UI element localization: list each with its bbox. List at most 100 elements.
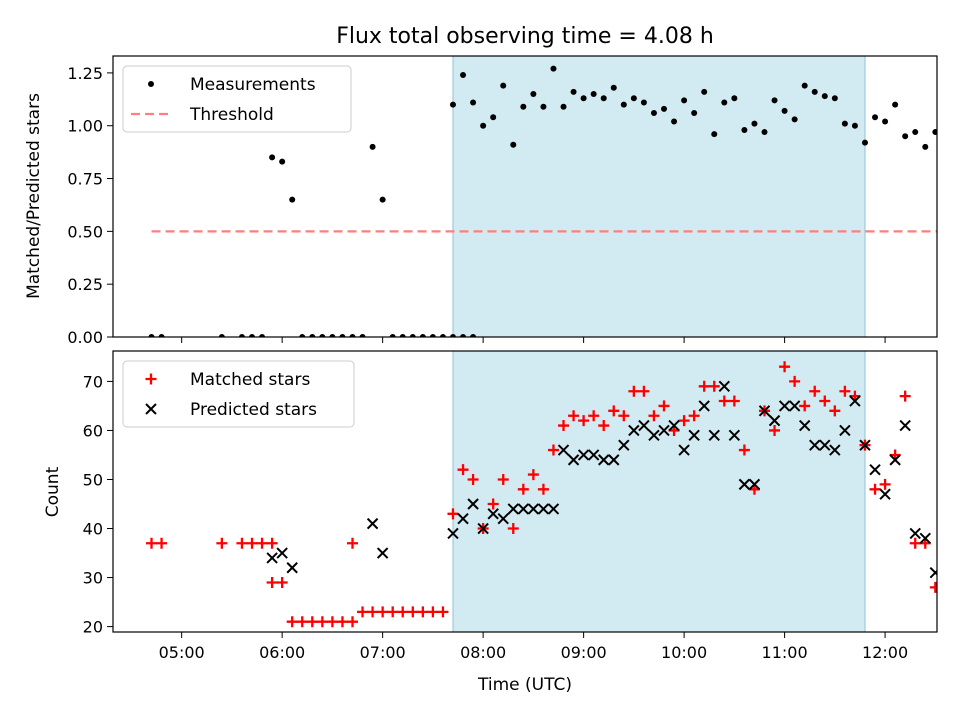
bottom-observing-window-span — [453, 351, 865, 632]
predicted-stars-point — [910, 528, 920, 538]
measurement-point — [751, 121, 757, 127]
matched-stars-point — [347, 538, 358, 549]
measurement-point — [591, 91, 597, 97]
x-tick-label: 08:00 — [460, 643, 506, 662]
bottom-y-tick-label: 20 — [83, 618, 103, 637]
matched-stars-point — [437, 606, 448, 617]
matched-stars-point — [297, 616, 308, 627]
bottom-y-axis-label: Count — [43, 466, 63, 517]
measurement-point — [279, 159, 285, 165]
measurement-point — [671, 118, 677, 124]
matched-stars-point — [427, 606, 438, 617]
matched-stars-point — [327, 616, 338, 627]
top-y-tick-label: 0.00 — [67, 328, 103, 347]
predicted-stars-point — [930, 568, 940, 578]
measurement-point — [792, 116, 798, 122]
measurement-point — [510, 142, 516, 148]
measurement-point — [701, 89, 707, 95]
measurement-point — [772, 97, 778, 103]
matched-stars-point — [277, 577, 288, 588]
top-y-tick-label: 1.00 — [67, 117, 103, 136]
measurement-point — [540, 104, 546, 110]
matched-stars-point — [146, 538, 157, 549]
measurement-point — [882, 118, 888, 124]
matched-stars-point — [267, 538, 278, 549]
measurement-point — [711, 131, 717, 137]
measurement-point — [380, 197, 386, 203]
top-y-axis-label: Matched/Predicted stars — [24, 93, 44, 299]
measurement-point — [822, 93, 828, 99]
measurement-point — [902, 133, 908, 139]
measurement-point — [731, 95, 737, 101]
matched-stars-point — [347, 616, 358, 627]
matched-stars-point — [287, 616, 298, 627]
measurement-point — [561, 104, 567, 110]
measurement-point — [782, 108, 788, 114]
measurement-point — [812, 89, 818, 95]
top-y-tick-label: 0.50 — [67, 222, 103, 241]
bottom-y-tick-label: 40 — [83, 520, 103, 539]
x-tick-label: 05:00 — [159, 643, 205, 662]
top-y-tick-label: 0.75 — [67, 170, 103, 189]
matched-stars-point — [357, 606, 368, 617]
measurement-point — [601, 95, 607, 101]
bottom-y-tick-label: 60 — [83, 421, 103, 440]
x-tick-label: 10:00 — [661, 643, 707, 662]
top-chart-title: Flux total observing time = 4.08 h — [336, 24, 714, 49]
matched-stars-point — [880, 479, 891, 490]
predicted-stars-point — [378, 548, 388, 558]
matched-stars-point — [417, 606, 428, 617]
matched-stars-point — [236, 538, 247, 549]
top-plot-area: 0.000.250.500.751.001.25MeasurementsThre… — [67, 56, 960, 347]
measurement-point — [922, 144, 928, 150]
measurement-point — [852, 123, 858, 129]
matched-stars-point — [387, 606, 398, 617]
x-tick-label: 09:00 — [561, 643, 607, 662]
x-tick-label: 11:00 — [762, 643, 808, 662]
matched-stars-point — [900, 391, 911, 402]
measurement-point — [581, 95, 587, 101]
legend-entry-label: Threshold — [189, 105, 274, 125]
measurement-point — [942, 152, 948, 158]
matched-stars-point — [930, 582, 941, 593]
bottom-y-tick-label: 70 — [83, 372, 103, 391]
matched-stars-point — [337, 616, 348, 627]
matched-stars-point — [307, 616, 318, 627]
matched-stars-point — [910, 538, 921, 549]
measurement-point — [661, 106, 667, 112]
top-observing-window-span — [453, 56, 865, 337]
measurement-point — [370, 144, 376, 150]
predicted-stars-point — [900, 421, 910, 431]
matched-stars-point — [377, 606, 388, 617]
x-tick-label: 12:00 — [862, 643, 908, 662]
measurement-point — [651, 110, 657, 116]
top-y-tick-label: 1.25 — [67, 64, 103, 83]
measurement-point — [691, 110, 697, 116]
x-tick-label: 06:00 — [259, 643, 305, 662]
legend-entry-label: Matched stars — [190, 370, 310, 390]
measurement-point — [490, 114, 496, 120]
measurement-point — [952, 334, 958, 340]
x-axis-label: Time (UTC) — [477, 675, 572, 695]
x-tick-label: 07:00 — [360, 643, 406, 662]
legend-entry-label: Measurements — [190, 75, 316, 95]
measurement-point — [269, 154, 275, 160]
legend-entry-label: Predicted stars — [190, 400, 317, 420]
matched-stars-point — [950, 597, 960, 608]
matched-stars-point — [397, 606, 408, 617]
measurement-point — [832, 95, 838, 101]
measurement-point — [550, 66, 556, 72]
predicted-stars-point — [368, 519, 378, 529]
measurement-point — [641, 99, 647, 105]
legend-measurements-swatch — [148, 81, 154, 87]
matched-stars-point — [267, 577, 278, 588]
measurement-point — [802, 83, 808, 89]
matched-stars-point — [156, 538, 167, 549]
measurement-point — [892, 102, 898, 108]
matched-stars-point — [870, 484, 881, 495]
bottom-y-tick-label: 30 — [83, 569, 103, 588]
measurement-point — [571, 89, 577, 95]
measurement-point — [681, 97, 687, 103]
